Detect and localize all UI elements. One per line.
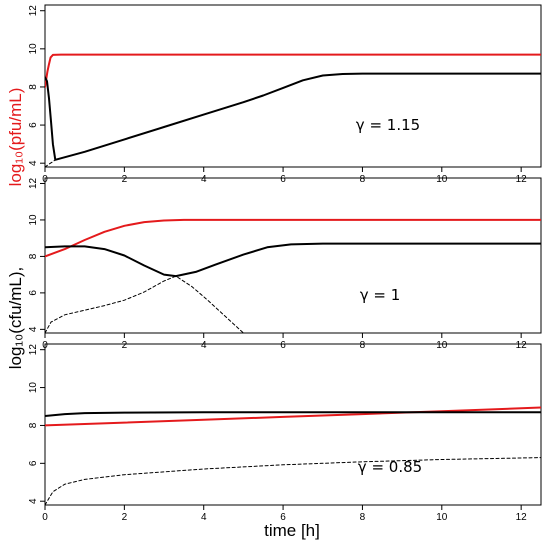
y-tick-label: 10 <box>28 214 39 226</box>
y-tick-label: 4 <box>28 498 39 504</box>
x-tick-label: 4 <box>201 512 207 523</box>
dashed-series-line <box>45 159 56 167</box>
series-group <box>45 53 541 167</box>
red-series-line <box>45 406 541 427</box>
x-tick-label: 2 <box>122 174 128 185</box>
y-axis-title-cfu: log₁₀(cfu/mL), <box>6 267 25 370</box>
y-tick-label: 6 <box>28 460 39 466</box>
x-tick-label: 4 <box>201 174 207 185</box>
y-tick-label: 10 <box>28 43 39 55</box>
x-tick-label: 0 <box>42 512 48 523</box>
y-tick-label: 12 <box>28 177 39 189</box>
dashed-series-line <box>45 457 541 505</box>
x-tick-label: 12 <box>516 174 528 185</box>
black-series-line <box>45 72 541 161</box>
black-series-line <box>45 242 541 278</box>
x-tick-label: 12 <box>516 512 528 523</box>
series-group <box>45 406 541 505</box>
y-tick-label: 6 <box>28 122 39 128</box>
y-tick-label: 6 <box>28 290 39 296</box>
x-tick-label: 8 <box>360 512 366 523</box>
plot-frame <box>44 343 542 506</box>
panel-3: 4 6 8 10 12 0 2 4 6 8 10 12 γ = 0.85 <box>28 343 542 523</box>
series-group <box>45 218 541 333</box>
x-tick-label: 6 <box>280 512 286 523</box>
x-tick-label: 8 <box>360 340 366 351</box>
red-series-line <box>45 53 541 88</box>
x-tick-label: 10 <box>436 340 448 351</box>
y-axis-title-pfu: log₁₀(pfu/mL) <box>6 88 25 187</box>
x-tick-label: 12 <box>516 340 528 351</box>
gamma-annotation: γ = 0.85 <box>358 458 422 476</box>
dashed-series-line <box>45 275 244 333</box>
x-tick-label: 2 <box>122 340 128 351</box>
y-tick-label: 10 <box>28 382 39 394</box>
x-tick-label: 10 <box>436 174 448 185</box>
y-tick-label: 8 <box>28 84 39 90</box>
gamma-annotation: γ = 1 <box>360 286 401 304</box>
y-tick-label: 12 <box>28 5 39 17</box>
x-tick-label: 8 <box>360 174 366 185</box>
x-tick-label: 2 <box>122 512 128 523</box>
y-tick-label: 4 <box>28 160 39 166</box>
panels: 4 6 8 10 12 0 2 4 6 8 10 12 γ = 1.15 4 6 8 10 12 0 2 4 6 8 10 12… <box>28 4 542 523</box>
x-axis-title: time [h] <box>264 521 320 540</box>
y-tick-label: 12 <box>28 344 39 356</box>
black-series-line <box>45 411 541 417</box>
x-tick-label: 6 <box>280 174 286 185</box>
y-tick-label: 8 <box>28 253 39 259</box>
plot-frame <box>44 4 542 168</box>
red-series-line <box>45 218 541 258</box>
x-tick-label: 10 <box>436 512 448 523</box>
y-tick-label: 4 <box>28 326 39 332</box>
gamma-annotation: γ = 1.15 <box>356 116 420 134</box>
y-tick-label: 8 <box>28 422 39 428</box>
x-tick-label: 4 <box>201 340 207 351</box>
plot-frame <box>44 177 542 334</box>
x-tick-label: 6 <box>280 340 286 351</box>
